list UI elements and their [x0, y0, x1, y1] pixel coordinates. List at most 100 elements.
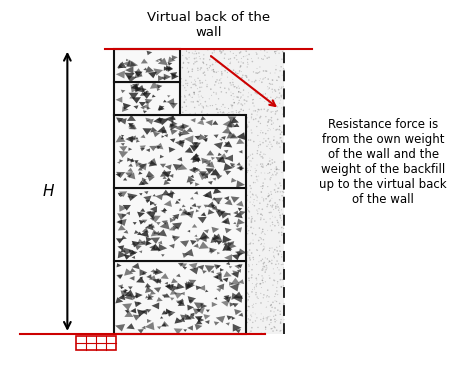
Point	[231, 160, 238, 166]
Point	[163, 112, 170, 118]
Point	[172, 253, 180, 259]
Point	[150, 237, 157, 243]
Point	[229, 82, 237, 88]
Point	[220, 266, 228, 272]
Point	[226, 209, 233, 215]
Point	[268, 326, 276, 332]
Point	[168, 308, 175, 314]
Polygon shape	[194, 191, 198, 195]
Point	[261, 244, 268, 250]
Point	[172, 64, 180, 70]
Point	[144, 174, 152, 180]
Point	[162, 71, 169, 77]
Point	[255, 272, 262, 277]
Point	[117, 181, 124, 187]
Point	[142, 210, 150, 216]
Polygon shape	[142, 220, 147, 223]
Point	[158, 114, 165, 120]
Point	[246, 304, 253, 309]
Point	[246, 294, 253, 300]
Point	[157, 287, 164, 293]
Point	[269, 171, 276, 177]
Point	[249, 237, 257, 243]
Point	[246, 161, 253, 167]
Point	[236, 155, 243, 160]
Point	[165, 150, 173, 156]
Polygon shape	[167, 62, 172, 66]
Point	[220, 259, 228, 265]
Point	[213, 307, 220, 313]
Point	[137, 102, 145, 108]
Point	[146, 259, 154, 265]
Point	[224, 224, 232, 230]
Polygon shape	[121, 143, 125, 146]
Point	[233, 94, 241, 100]
Point	[194, 330, 201, 336]
Polygon shape	[125, 309, 128, 312]
Point	[170, 315, 177, 321]
Point	[274, 307, 282, 313]
Point	[202, 270, 210, 276]
Point	[162, 117, 170, 123]
Point	[200, 302, 207, 308]
Point	[204, 146, 211, 152]
Point	[232, 260, 240, 266]
Point	[228, 102, 235, 108]
Point	[206, 300, 214, 306]
Point	[218, 69, 226, 75]
Point	[246, 209, 253, 215]
Point	[274, 185, 282, 191]
Point	[154, 50, 161, 56]
Point	[257, 128, 265, 134]
Point	[235, 89, 243, 95]
Point	[161, 290, 169, 296]
Point	[167, 299, 175, 305]
Polygon shape	[202, 138, 208, 142]
Point	[181, 113, 188, 119]
Point	[264, 128, 272, 134]
Point	[129, 141, 137, 147]
Point	[154, 249, 162, 255]
Point	[167, 301, 175, 307]
Point	[142, 319, 150, 325]
Point	[233, 265, 240, 271]
Point	[243, 229, 250, 234]
Point	[172, 174, 180, 180]
Point	[187, 160, 194, 166]
Polygon shape	[165, 284, 174, 291]
Point	[239, 92, 247, 98]
Point	[111, 303, 118, 309]
Point	[190, 119, 197, 125]
Point	[245, 262, 253, 268]
Point	[268, 304, 276, 310]
Point	[237, 90, 245, 96]
Point	[266, 146, 274, 152]
Polygon shape	[231, 117, 239, 123]
Point	[150, 279, 157, 285]
Point	[277, 277, 284, 283]
Point	[147, 251, 155, 257]
Point	[257, 170, 265, 176]
Point	[181, 288, 188, 294]
Polygon shape	[182, 253, 189, 258]
Point	[141, 205, 149, 211]
Point	[149, 79, 157, 85]
Point	[221, 164, 229, 170]
Point	[260, 68, 267, 74]
Point	[204, 286, 212, 292]
Point	[200, 156, 207, 162]
Point	[140, 276, 148, 282]
Point	[183, 325, 191, 330]
Point	[235, 59, 242, 65]
Point	[239, 187, 246, 193]
Point	[214, 196, 221, 202]
Point	[217, 300, 224, 306]
Point	[230, 190, 238, 196]
Point	[157, 319, 164, 325]
Point	[136, 70, 144, 75]
Point	[213, 123, 220, 129]
Polygon shape	[239, 211, 246, 215]
Point	[111, 296, 118, 302]
Point	[147, 177, 155, 183]
Polygon shape	[179, 208, 183, 211]
